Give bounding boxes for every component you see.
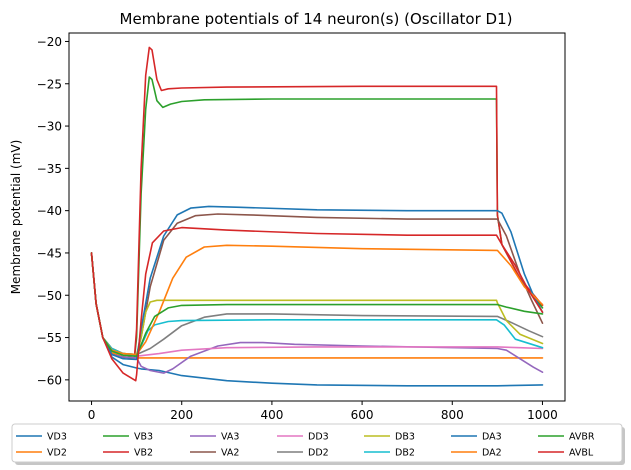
- legend-label: VA3: [221, 432, 239, 443]
- x-tick-label: 400: [260, 408, 283, 422]
- legend-label: AVBR: [569, 432, 595, 443]
- y-tick-label: −30: [37, 120, 62, 134]
- y-tick-label: −40: [37, 204, 62, 218]
- legend-label: VB3: [134, 432, 153, 443]
- legend-label: VD3: [47, 432, 67, 443]
- legend-label: DA2: [482, 448, 502, 459]
- series-line-avbr: [90, 252, 544, 357]
- x-ticks: 0 200 400 600 800 1000: [88, 401, 558, 422]
- y-tick-label: −50: [37, 289, 62, 303]
- y-tick-label: −60: [37, 373, 62, 387]
- legend-label: DB3: [395, 432, 415, 443]
- legend: VD3 VD2 VB3 VB2 VA3 VA2 DD3 DD2 DB3 DB2 DA3 DA2 AVBR…: [11, 423, 625, 465]
- series-line-avbl: [90, 226, 544, 382]
- legend-label: DD2: [308, 448, 329, 459]
- legend-label: VA2: [221, 448, 239, 459]
- x-tick-label: 1000: [527, 408, 558, 422]
- chart-title: Membrane potentials of 14 neuron(s) (Osc…: [120, 10, 513, 28]
- y-tick-label: −45: [37, 246, 62, 260]
- y-tick-label: −25: [37, 77, 62, 91]
- legend-label: AVBL: [569, 448, 594, 459]
- legend-label: DB2: [395, 448, 415, 459]
- x-tick-label: 800: [441, 408, 464, 422]
- legend-label: DA3: [482, 432, 502, 443]
- legend-label: VD2: [47, 448, 67, 459]
- x-tick-label: 600: [351, 408, 374, 422]
- y-ticks: −60 −55 −50 −45 −40 −35 −30 −25 −20: [37, 35, 69, 387]
- legend-label: DD3: [308, 432, 329, 443]
- y-axis-label: Membrane potential (mV): [9, 140, 23, 295]
- series-line-da3: [90, 205, 544, 361]
- x-tick-label: 200: [170, 408, 193, 422]
- series-lines: [90, 46, 544, 387]
- y-tick-label: −35: [37, 162, 62, 176]
- y-tick-label: −55: [37, 331, 62, 345]
- legend-label: VB2: [134, 448, 153, 459]
- plot-frame: [68, 32, 566, 402]
- y-tick-label: −20: [37, 35, 62, 49]
- x-tick-label: 0: [88, 408, 96, 422]
